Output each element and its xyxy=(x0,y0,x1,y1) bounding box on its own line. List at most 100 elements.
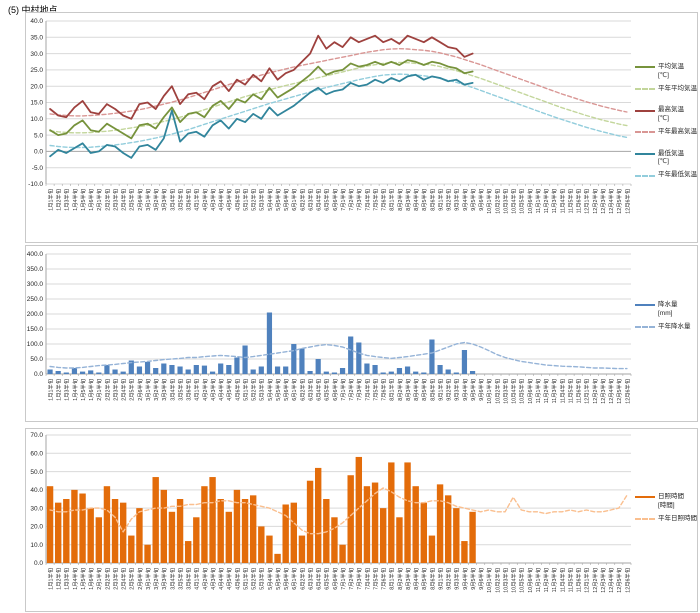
sunshine-bar xyxy=(95,517,103,563)
x-tick-label: 12月1半旬 xyxy=(583,189,591,214)
x-tick-label: 7月2半旬 xyxy=(347,568,355,590)
legend-label: 平年最高気温 xyxy=(658,127,697,135)
legend-label: 降水量 xyxy=(658,301,678,308)
x-tick-label: 1月4半旬 xyxy=(71,189,79,211)
x-tick-label: 11月2半旬 xyxy=(542,568,550,592)
sunshine-bar xyxy=(428,535,436,563)
x-tick-label: 8月1半旬 xyxy=(388,568,396,590)
sunshine-bar xyxy=(314,467,322,563)
x-tick-label: 2月6半旬 xyxy=(136,568,144,590)
precipitation-bar xyxy=(144,362,151,374)
legend-label: 平均気温 xyxy=(658,63,684,70)
x-tick-label: 10月5半旬 xyxy=(518,189,526,214)
x-tick-label: 11月3半旬 xyxy=(550,568,558,592)
legend-entry-平年最高気温: 平年最高気温 xyxy=(635,128,697,137)
x-tick-label: 5月2半旬 xyxy=(250,189,258,211)
sunshine-line-平年日照時間 xyxy=(49,487,628,535)
sunshine-bar xyxy=(63,499,70,563)
precipitation-bar xyxy=(372,365,378,374)
x-tick-label: 12月2半旬 xyxy=(591,568,599,593)
x-tick-label: 11月6半旬 xyxy=(575,189,583,213)
x-tick-label: 2月6半旬 xyxy=(136,379,144,401)
legend-entry-最低気温: 最低気温 [℃] xyxy=(635,150,697,168)
precipitation-bar xyxy=(429,339,435,374)
sunshine-bar xyxy=(453,508,460,563)
x-tick-label: 3月6半旬 xyxy=(185,189,193,211)
legend-sample-line-icon xyxy=(635,517,655,520)
precipitation-bar xyxy=(299,348,305,374)
x-tick-label: 3月3半旬 xyxy=(160,568,168,590)
x-tick-label: 12月5半旬 xyxy=(615,189,623,214)
x-tick-label: 10月4半旬 xyxy=(510,379,518,404)
sunshine-bar xyxy=(379,508,387,563)
x-tick-label: 8月2半旬 xyxy=(396,568,404,590)
x-tick-label: 8月3半旬 xyxy=(404,379,412,401)
y-tick-label: 250.0 xyxy=(27,296,44,303)
legend-row: 日照時間 xyxy=(635,493,697,502)
legend-sample-line-icon xyxy=(635,325,655,328)
x-tick-label: 4月2半旬 xyxy=(201,568,209,590)
x-tick-label: 9月2半旬 xyxy=(445,379,453,401)
x-tick-label: 5月3半旬 xyxy=(258,568,266,590)
y-tick-label: 30.0 xyxy=(30,505,43,512)
x-tick-label: 9月1半旬 xyxy=(436,379,444,401)
x-tick-label: 7月2半旬 xyxy=(347,189,355,211)
x-tick-label: 10月6半旬 xyxy=(526,379,534,404)
x-tick-label: 12月6半旬 xyxy=(623,379,631,404)
y-tick-label: 0.0 xyxy=(34,371,43,378)
precipitation-bar xyxy=(274,366,281,374)
x-tick-label: 2月1半旬 xyxy=(95,568,103,590)
temperature-line-平年平均気温 xyxy=(49,61,628,134)
x-tick-label: 1月5半旬 xyxy=(79,379,87,401)
y-tick-label: 40.0 xyxy=(30,487,43,494)
precipitation-bar xyxy=(307,371,313,374)
legend-label: 最低気温 xyxy=(658,149,684,157)
sunshine-bar xyxy=(371,482,379,563)
sunshine-bar xyxy=(266,535,273,563)
sunshine-bar xyxy=(54,502,62,563)
x-tick-label: 4月5半旬 xyxy=(225,568,233,590)
x-tick-label: 4月4半旬 xyxy=(217,379,225,401)
precipitation-bar xyxy=(193,365,199,374)
x-tick-label: 6月6半旬 xyxy=(331,568,339,590)
sunshine-bar xyxy=(274,553,281,563)
x-tick-label: 10月1半旬 xyxy=(485,189,493,214)
y-tick-label: -5.0 xyxy=(32,165,44,172)
legend-sample-line-icon xyxy=(635,87,655,90)
x-tick-label: 11月1半旬 xyxy=(534,568,542,592)
y-tick-label: 15.0 xyxy=(30,100,43,107)
x-tick-label: 8月4半旬 xyxy=(412,189,420,211)
sunshine-bar xyxy=(331,517,338,563)
precipitation-bar xyxy=(461,350,468,374)
x-tick-label: 1月6半旬 xyxy=(87,189,95,211)
precipitation-bar xyxy=(96,372,102,374)
x-tick-label: 3月3半旬 xyxy=(160,379,168,401)
sunshine-bar xyxy=(217,499,224,563)
precipitation-bar xyxy=(185,369,191,374)
legend-row: 平均気温 xyxy=(635,63,697,72)
x-tick-label: 8月6半旬 xyxy=(428,379,436,401)
x-tick-label: 8月1半旬 xyxy=(388,189,396,211)
y-tick-label: 5.0 xyxy=(34,132,43,139)
x-tick-label: 9月1半旬 xyxy=(436,568,444,590)
x-tick-label: 4月6半旬 xyxy=(233,379,241,401)
x-tick-label: 1月3半旬 xyxy=(63,189,71,211)
x-tick-label: 12月1半旬 xyxy=(583,568,591,593)
x-tick-label: 7月4半旬 xyxy=(363,568,371,590)
x-tick-label: 6月4半旬 xyxy=(315,568,323,590)
sunshine-bar xyxy=(323,499,330,563)
x-tick-label: 2月3半旬 xyxy=(111,189,119,211)
x-tick-label: 7月2半旬 xyxy=(347,379,355,401)
sunshine-chart: 0.0 10.0 20.0 30.0 40.0 50.0 60.0 70.0 1月1半旬 1月2半… xyxy=(25,428,698,612)
x-tick-label: 12月3半旬 xyxy=(599,379,607,404)
sunshine-bar xyxy=(298,535,306,563)
x-tick-label: 3月4半旬 xyxy=(168,189,176,211)
x-tick-label: 1月4半旬 xyxy=(71,568,79,590)
y-tick-label: -10.0 xyxy=(28,181,43,188)
x-tick-label: 10月2半旬 xyxy=(493,568,501,593)
precipitation-line-平年降水量 xyxy=(49,341,628,370)
x-tick-label: 4月1半旬 xyxy=(193,379,201,401)
x-tick-label: 11月4半旬 xyxy=(558,568,566,592)
x-tick-label: 8月2半旬 xyxy=(396,379,404,401)
x-tick-label: 2月5半旬 xyxy=(128,568,136,590)
